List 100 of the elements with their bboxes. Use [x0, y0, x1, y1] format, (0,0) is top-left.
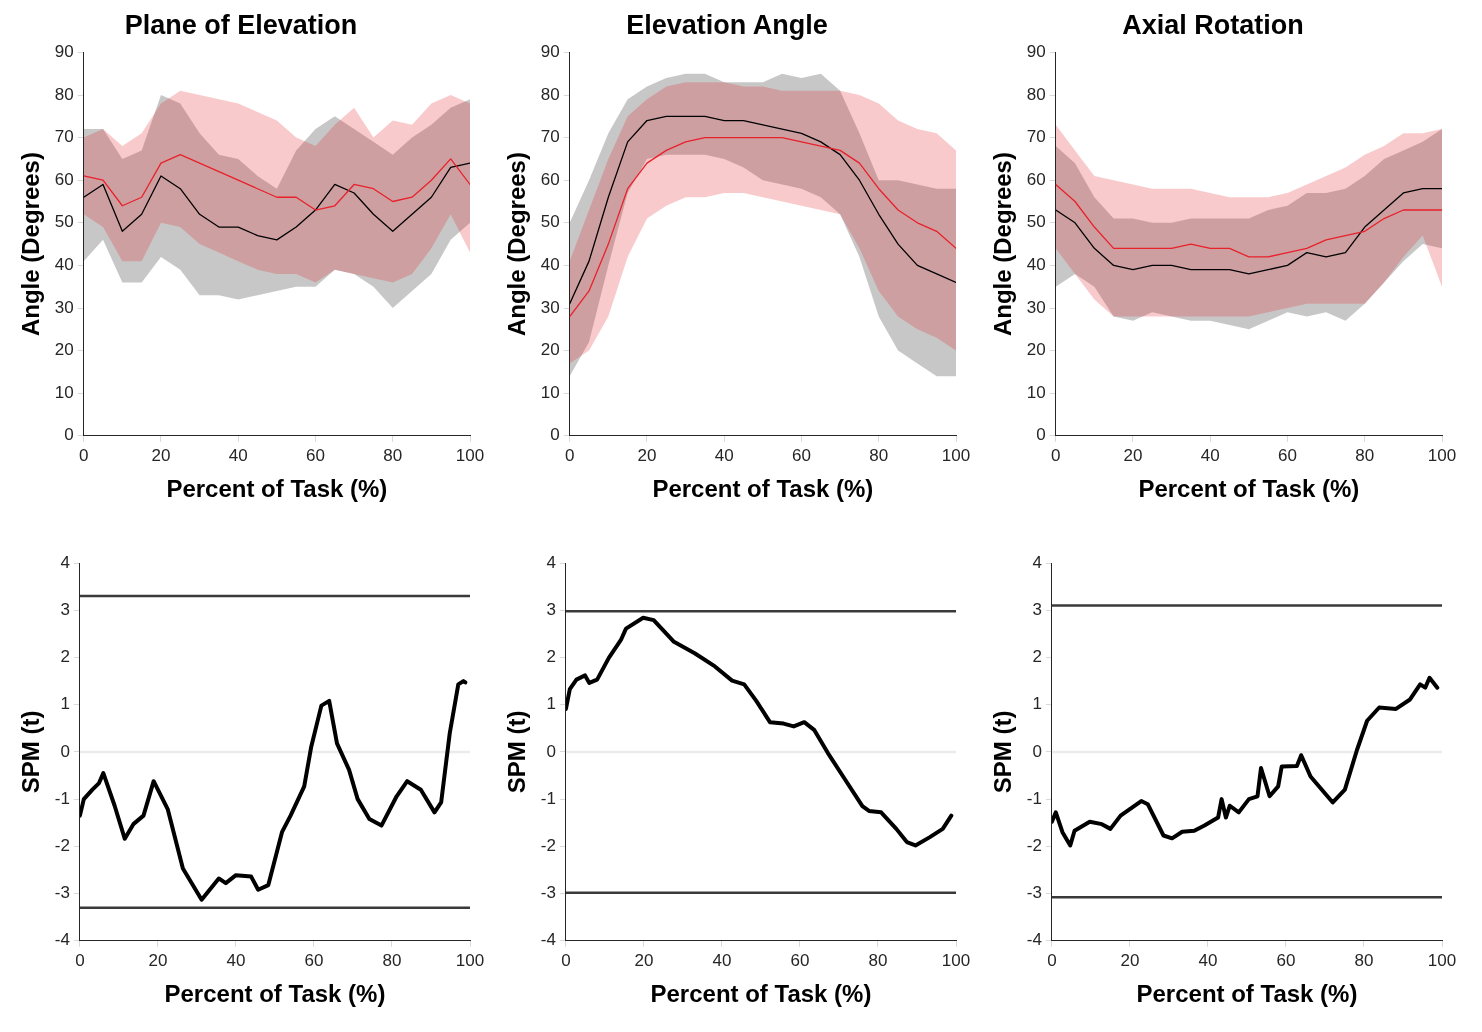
y-tick-label: 2 — [546, 647, 556, 667]
y-tick-label: 30 — [1026, 297, 1046, 317]
y-tick-label: -1 — [54, 788, 70, 808]
y-tick-label: 1 — [60, 694, 70, 714]
x-tick-label: 100 — [1427, 445, 1457, 465]
y-axis-title: SPM (t) — [989, 710, 1017, 794]
y-tick-label: -4 — [1026, 930, 1042, 950]
x-tick-label: 0 — [78, 445, 89, 465]
y-tick-label: 3 — [1032, 599, 1042, 619]
y-axis-title: SPM (t) — [503, 710, 531, 794]
x-tick-label: 40 — [1200, 445, 1220, 465]
x-tick-label: 60 — [306, 445, 325, 465]
x-tick-label: 80 — [1354, 950, 1374, 970]
y-tick-label: 90 — [540, 42, 560, 62]
y-tick-label: 0 — [60, 741, 70, 761]
x-tick-label: 100 — [941, 445, 971, 465]
y-tick-label: -1 — [540, 788, 556, 808]
x-tick-label: 0 — [564, 445, 575, 465]
x-tick-label: 40 — [712, 950, 732, 970]
x-tick-label: 40 — [1198, 950, 1218, 970]
y-tick-label: 20 — [1026, 340, 1046, 360]
y-tick-label: 40 — [1026, 255, 1046, 275]
y-tick-label: -1 — [1026, 788, 1042, 808]
y-tick-label: 10 — [1026, 382, 1046, 402]
y-tick-label: 0 — [1036, 425, 1046, 445]
y-tick-label: 40 — [54, 255, 74, 275]
y-axis-title: SPM (t) — [17, 710, 45, 794]
y-tick-label: 0 — [550, 425, 560, 445]
x-tick-label: 60 — [1276, 950, 1296, 970]
x-axis-title: Percent of Task (%) — [166, 475, 388, 503]
x-tick-label: 60 — [790, 950, 810, 970]
x-tick-label: 0 — [1050, 445, 1061, 465]
y-tick-label: 4 — [60, 552, 70, 572]
x-tick-label: 100 — [455, 445, 485, 465]
y-tick-label: 50 — [540, 212, 560, 232]
x-tick-label: 20 — [637, 445, 657, 465]
chart-title: Elevation Angle — [626, 9, 828, 40]
y-tick-label: 0 — [1032, 741, 1042, 761]
y-tick-label: 70 — [1026, 127, 1046, 147]
x-axis-title: Percent of Task (%) — [650, 980, 872, 1008]
y-tick-label: -2 — [540, 836, 556, 856]
y-tick-label: 30 — [54, 297, 74, 317]
y-tick-label: 10 — [540, 382, 560, 402]
y-tick-label: -4 — [540, 930, 556, 950]
x-axis-title: Percent of Task (%) — [1138, 475, 1360, 503]
y-tick-label: -3 — [54, 883, 70, 903]
y-tick-label: 80 — [54, 84, 74, 104]
x-tick-label: 20 — [1123, 445, 1143, 465]
chart-title: Axial Rotation — [1122, 9, 1304, 40]
y-tick-label: 50 — [1026, 212, 1046, 232]
x-tick-label: 80 — [869, 445, 889, 465]
y-tick-label: 0 — [546, 741, 556, 761]
x-tick-label: 40 — [226, 950, 246, 970]
x-tick-label: 100 — [941, 950, 971, 970]
chart-title: Plane of Elevation — [124, 9, 358, 40]
x-tick-label: 80 — [868, 950, 888, 970]
y-tick-label: -2 — [54, 836, 70, 856]
y-tick-label: 2 — [60, 647, 70, 667]
y-tick-label: 70 — [540, 127, 560, 147]
x-tick-label: 80 — [382, 950, 402, 970]
x-tick-label: 80 — [1355, 445, 1375, 465]
x-tick-label: 40 — [714, 445, 734, 465]
y-tick-label: 60 — [1026, 169, 1046, 189]
y-tick-label: 50 — [54, 212, 74, 232]
y-tick-label: 20 — [54, 340, 74, 360]
y-tick-label: 40 — [540, 255, 560, 275]
y-axis-title: Angle (Degrees) — [503, 152, 531, 337]
y-tick-label: -3 — [1026, 883, 1042, 903]
x-tick-label: 60 — [304, 950, 324, 970]
x-tick-label: 60 — [792, 445, 811, 465]
x-tick-label: 20 — [1120, 950, 1140, 970]
x-tick-label: 100 — [1427, 950, 1457, 970]
y-tick-label: 80 — [1026, 84, 1046, 104]
x-tick-label: 20 — [151, 445, 171, 465]
y-tick-label: 2 — [1032, 647, 1042, 667]
y-axis-title: Angle (Degrees) — [17, 152, 45, 337]
x-tick-label: 40 — [228, 445, 248, 465]
y-tick-label: 1 — [1032, 694, 1042, 714]
y-tick-label: 80 — [540, 84, 560, 104]
y-tick-label: 4 — [1032, 552, 1042, 572]
x-tick-label: 60 — [1278, 445, 1297, 465]
x-axis-title: Percent of Task (%) — [1136, 980, 1358, 1008]
x-tick-label: 80 — [383, 445, 403, 465]
y-tick-label: 1 — [546, 694, 556, 714]
y-tick-label: 10 — [54, 382, 74, 402]
x-tick-label: 20 — [148, 950, 168, 970]
y-tick-label: 70 — [54, 127, 74, 147]
y-axis-title: Angle (Degrees) — [989, 152, 1017, 337]
y-tick-label: 60 — [540, 169, 560, 189]
x-axis-title: Percent of Task (%) — [652, 475, 874, 503]
x-axis-title: Percent of Task (%) — [164, 980, 386, 1008]
y-tick-label: -3 — [540, 883, 556, 903]
y-tick-label: 30 — [540, 297, 560, 317]
y-tick-label: 90 — [1026, 42, 1046, 62]
y-tick-label: 3 — [60, 599, 70, 619]
x-tick-label: 20 — [634, 950, 654, 970]
y-tick-label: -4 — [54, 930, 70, 950]
y-tick-label: 0 — [64, 425, 74, 445]
y-tick-label: 90 — [54, 42, 74, 62]
x-tick-label: 100 — [455, 950, 485, 970]
